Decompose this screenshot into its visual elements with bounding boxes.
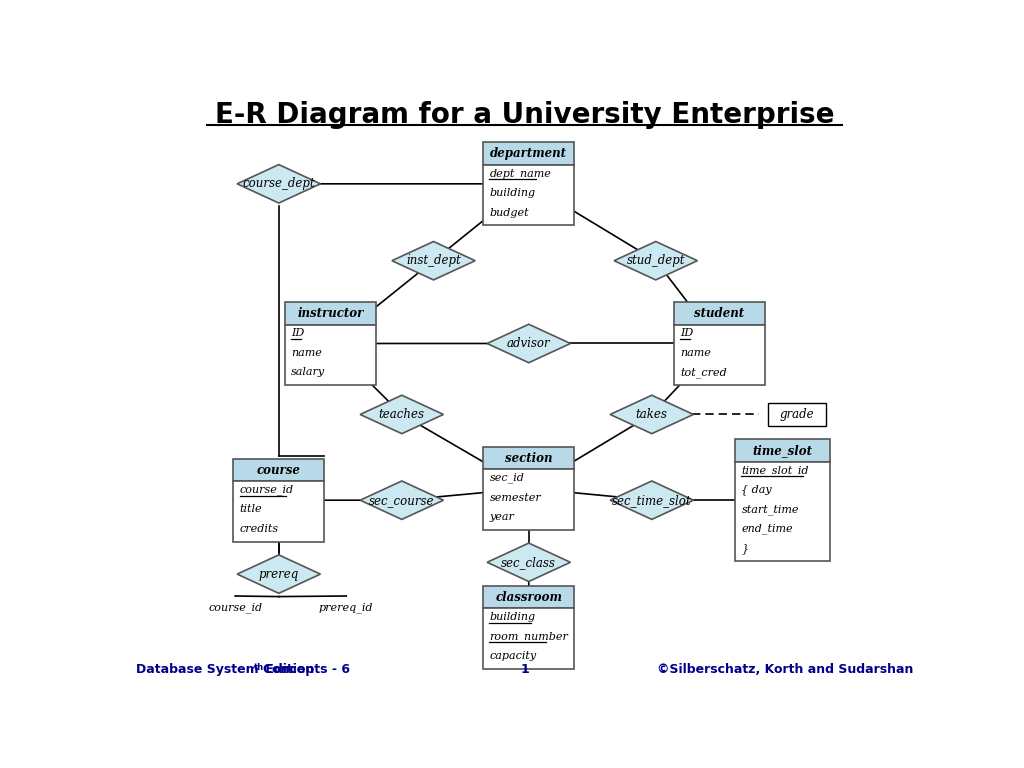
Polygon shape (487, 543, 570, 581)
Text: student: student (694, 307, 744, 319)
Text: teaches: teaches (379, 408, 425, 421)
Polygon shape (238, 164, 321, 203)
Text: building: building (489, 612, 536, 622)
Text: stud_dept: stud_dept (627, 254, 685, 267)
Text: inst_dept: inst_dept (407, 254, 461, 267)
Bar (233, 458, 325, 482)
Text: course: course (257, 464, 301, 476)
Text: ID: ID (291, 328, 304, 338)
Bar (285, 325, 376, 385)
Bar (483, 165, 574, 225)
Text: end_time: end_time (741, 524, 793, 535)
Text: name: name (291, 348, 322, 358)
Text: sec_id: sec_id (489, 472, 524, 483)
Text: course_id: course_id (208, 602, 262, 613)
Text: course_dept: course_dept (243, 177, 315, 190)
Text: instructor: instructor (297, 307, 364, 319)
Text: building: building (489, 188, 536, 198)
Text: credits: credits (240, 524, 279, 534)
Bar (768, 403, 825, 425)
Text: prereq_id: prereq_id (319, 602, 374, 613)
Text: title: title (240, 505, 262, 515)
Polygon shape (238, 555, 321, 594)
Text: capacity: capacity (489, 651, 537, 661)
Text: time_slot_id: time_slot_id (741, 465, 809, 475)
Bar (735, 462, 830, 561)
Text: budget: budget (489, 207, 529, 217)
Bar (674, 302, 765, 325)
Polygon shape (392, 241, 475, 280)
Text: semester: semester (489, 492, 542, 502)
Text: classroom: classroom (496, 591, 562, 604)
Text: time_slot: time_slot (753, 444, 813, 457)
Polygon shape (487, 324, 570, 362)
Text: Edition: Edition (261, 664, 314, 677)
Text: 1: 1 (520, 664, 529, 677)
Bar (483, 469, 574, 530)
Bar (483, 608, 574, 669)
Text: ID: ID (680, 328, 693, 338)
Polygon shape (610, 396, 693, 434)
Bar (285, 302, 376, 325)
Text: E-R Diagram for a University Enterprise: E-R Diagram for a University Enterprise (215, 101, 835, 128)
Text: room_number: room_number (489, 631, 568, 642)
Text: department: department (490, 147, 567, 161)
Text: year: year (489, 512, 514, 522)
Text: { day: { day (741, 485, 772, 495)
Text: takes: takes (636, 408, 668, 421)
Polygon shape (610, 481, 693, 519)
Bar (674, 325, 765, 385)
Text: dept_name: dept_name (489, 168, 551, 179)
Bar (483, 142, 574, 165)
Text: advisor: advisor (507, 337, 551, 350)
Bar (483, 447, 574, 469)
Polygon shape (360, 481, 443, 519)
Polygon shape (360, 396, 443, 434)
Text: sec_course: sec_course (369, 494, 434, 507)
Text: course_id: course_id (240, 485, 294, 495)
Bar (233, 482, 325, 541)
Bar (483, 586, 574, 608)
Text: salary: salary (291, 367, 326, 377)
Text: Database System Concepts - 6: Database System Concepts - 6 (136, 664, 350, 677)
Text: tot_cred: tot_cred (680, 367, 727, 378)
Text: grade: grade (779, 408, 814, 421)
Text: th: th (253, 663, 263, 672)
Polygon shape (614, 241, 697, 280)
Bar (735, 439, 830, 462)
Text: sec_class: sec_class (502, 556, 556, 569)
Text: section: section (505, 452, 553, 465)
Text: prereq: prereq (259, 568, 299, 581)
Text: name: name (680, 348, 711, 358)
Text: ©Silberschatz, Korth and Sudarshan: ©Silberschatz, Korth and Sudarshan (657, 664, 913, 677)
Text: }: } (741, 543, 749, 554)
Text: sec_time_slot: sec_time_slot (612, 494, 691, 507)
Text: start_time: start_time (741, 504, 799, 515)
